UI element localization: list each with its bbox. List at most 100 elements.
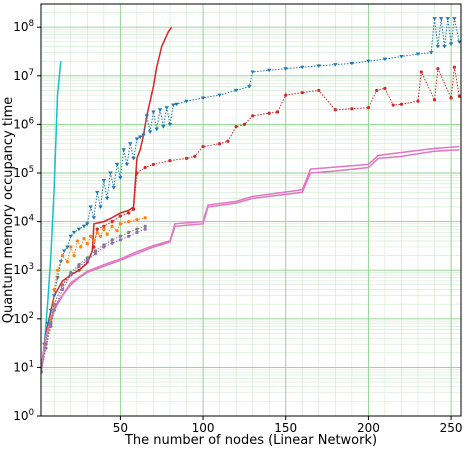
data-point	[131, 207, 136, 211]
data-point	[429, 51, 434, 55]
data-point	[69, 270, 73, 275]
data-point	[110, 241, 114, 245]
data-point	[147, 130, 153, 134]
data-point	[102, 227, 106, 231]
data-point	[110, 224, 114, 228]
data-point	[135, 171, 139, 175]
data-point	[266, 68, 272, 73]
data-point	[151, 110, 156, 114]
data-point	[167, 122, 173, 127]
data-point	[95, 227, 99, 231]
data-point	[114, 162, 120, 167]
data-point	[366, 59, 371, 64]
data-point	[102, 224, 106, 228]
data-point	[127, 230, 131, 234]
x-tick-label: 100	[192, 421, 215, 435]
data-point	[157, 108, 163, 112]
data-point	[128, 142, 133, 146]
series-line-5	[41, 145, 460, 370]
data-point	[316, 64, 321, 68]
data-point	[45, 322, 50, 326]
data-point	[118, 222, 122, 226]
data-point	[134, 137, 140, 142]
data-point	[52, 287, 56, 292]
data-point	[88, 205, 93, 209]
data-point	[118, 238, 122, 242]
x-tick-label: 50	[113, 421, 128, 435]
data-point	[174, 102, 179, 107]
data-point	[71, 230, 77, 235]
data-point	[154, 127, 159, 132]
data-point	[77, 263, 81, 267]
data-point	[81, 224, 87, 229]
data-point	[445, 17, 450, 21]
data-point	[89, 234, 93, 238]
data-point	[415, 52, 421, 57]
data-point	[105, 232, 109, 236]
data-point	[449, 96, 453, 100]
y-tick-label: 107	[13, 68, 34, 83]
y-tick-label: 104	[13, 214, 34, 229]
data-point	[375, 88, 379, 93]
x-tick-label: 250	[440, 421, 463, 435]
data-point	[110, 219, 114, 224]
data-point	[95, 230, 99, 234]
data-point	[452, 17, 457, 21]
data-point	[135, 227, 139, 231]
data-point	[118, 234, 122, 238]
data-point	[141, 133, 146, 138]
data-point	[111, 186, 116, 190]
data-point	[333, 108, 337, 112]
data-point	[135, 230, 139, 234]
series-2	[41, 17, 461, 375]
data-point	[52, 302, 56, 306]
series-4	[41, 149, 460, 373]
data-point	[124, 162, 130, 167]
data-point	[143, 216, 147, 220]
data-point	[95, 190, 100, 195]
data-point	[399, 102, 404, 106]
data-point	[98, 234, 103, 238]
data-point	[85, 256, 89, 260]
data-point	[72, 253, 76, 258]
data-point	[143, 165, 147, 170]
y-tick-label: 105	[13, 165, 34, 180]
data-point	[60, 253, 65, 258]
data-point	[452, 65, 456, 69]
data-point	[65, 245, 70, 250]
data-point	[217, 93, 222, 98]
data-point	[171, 103, 176, 108]
data-point	[151, 162, 156, 167]
x-axis: 50 100 150 200 250	[113, 416, 463, 435]
data-point	[77, 268, 81, 272]
data-point	[104, 196, 110, 201]
data-point	[93, 251, 98, 256]
data-point	[168, 158, 172, 163]
data-point	[44, 342, 48, 346]
data-point	[283, 67, 288, 71]
series-line-1	[41, 26, 173, 373]
data-point	[101, 179, 107, 183]
data-point	[76, 227, 82, 232]
data-point	[416, 99, 420, 103]
data-point	[164, 106, 169, 110]
data-point	[92, 245, 96, 249]
data-point	[131, 156, 136, 161]
plot-frame	[40, 3, 462, 417]
series-5	[41, 145, 460, 370]
data-point	[300, 91, 304, 95]
data-point	[102, 243, 106, 247]
y-tick-label: 101	[13, 359, 34, 374]
series-line-4	[41, 149, 460, 373]
data-point	[118, 176, 123, 180]
series-line-2	[41, 18, 460, 373]
data-point	[65, 260, 70, 264]
data-point	[432, 98, 437, 102]
y-axis: 100 101 102 103 104 105 106 107 108	[13, 19, 41, 423]
data-point	[448, 42, 454, 47]
data-point	[300, 65, 305, 70]
data-point	[201, 144, 205, 149]
data-point	[438, 17, 444, 21]
chart-grid	[41, 3, 461, 417]
